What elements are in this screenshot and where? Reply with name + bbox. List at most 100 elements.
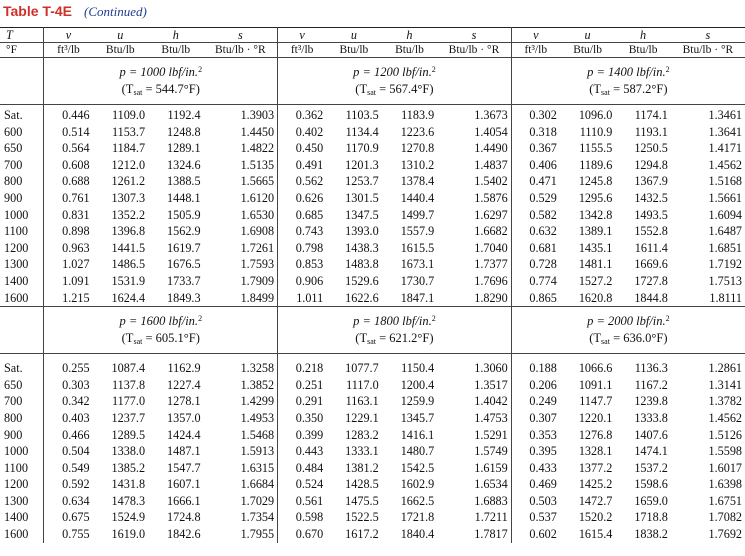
header-s-unit: Btu/lb · °R xyxy=(682,44,734,56)
s-cell: 1.7261 xyxy=(240,240,275,255)
header-h-unit: Btu/lb xyxy=(161,44,191,56)
h-cell: 1432.5 xyxy=(634,190,668,205)
s-cell: 1.4450 xyxy=(240,124,275,139)
v-cell: 0.367 xyxy=(510,140,560,157)
temperature-cell: 800 xyxy=(4,410,23,425)
s-cell: 1.6315 xyxy=(240,460,275,475)
v-cell: 0.188 xyxy=(510,360,560,377)
table-row: 800 0.688 1261.2 1388.5 1.5665 0.562 1253.7 137… xyxy=(0,173,745,190)
pressure-value: p = 2000 lbf/in. xyxy=(587,314,666,329)
v-cell: 0.798 xyxy=(277,239,327,257)
table-row: 1300 0.634 1478.3 1666.1 1.7029 0.561 1475.5 16… xyxy=(0,492,745,510)
v-cell: 0.446 xyxy=(43,107,93,124)
s-cell: 1.4054 xyxy=(474,124,508,139)
v-cell: 0.602 xyxy=(510,526,560,543)
u-cell: 1220.1 xyxy=(578,410,613,425)
v-cell: 0.484 xyxy=(277,459,327,477)
u-cell: 1253.7 xyxy=(345,174,379,189)
header-u-symbol: u xyxy=(350,28,357,42)
v-cell: 0.402 xyxy=(277,123,327,141)
u-cell: 1475.5 xyxy=(345,493,379,508)
table-label: Table T-4E xyxy=(3,3,72,19)
pressure-exponent: 2 xyxy=(431,314,436,324)
s-cell: 1.8290 xyxy=(437,289,512,308)
h-cell: 1223.6 xyxy=(400,124,435,139)
u-cell: 1229.1 xyxy=(345,410,379,425)
tsat-label: (Tsat = 567.4°F) xyxy=(277,81,512,105)
s-cell: 1.4171 xyxy=(708,141,742,156)
pressure-spacer xyxy=(0,58,44,82)
s-cell: 1.5913 xyxy=(240,444,275,459)
s-cell: 1.3060 xyxy=(474,361,508,376)
h-cell: 1838.2 xyxy=(634,527,668,542)
gap-cell xyxy=(43,104,93,107)
v-cell: 0.963 xyxy=(43,239,93,257)
h-cell: 1239.8 xyxy=(634,394,668,409)
h-cell: 1324.6 xyxy=(167,157,201,172)
continued-label: (Continued) xyxy=(83,4,147,19)
u-cell: 1352.2 xyxy=(111,207,146,222)
s-cell: 1.5749 xyxy=(474,444,508,459)
u-cell: 1163.1 xyxy=(345,394,379,409)
table-row: 650 0.564 1184.7 1289.1 1.4822 0.450 1170.9 127… xyxy=(0,140,745,157)
h-cell: 1440.4 xyxy=(400,190,435,205)
tsat-prefix: (T xyxy=(355,82,368,96)
u-cell: 1619.0 xyxy=(111,527,146,542)
s-cell: 1.3517 xyxy=(474,377,508,392)
s-cell: 1.5468 xyxy=(240,427,275,442)
table-row: 900 0.466 1289.5 1424.4 1.5468 0.399 1283.2 141… xyxy=(0,426,745,444)
pressure-value: p = 1800 lbf/in. xyxy=(353,314,432,329)
s-cell: 1.7593 xyxy=(240,257,275,272)
v-cell: 0.537 xyxy=(510,509,560,527)
pressure-value: p = 1000 lbf/in. xyxy=(119,65,199,79)
h-cell: 1721.8 xyxy=(400,510,435,525)
u-cell: 1177.0 xyxy=(111,394,146,409)
u-cell: 1428.5 xyxy=(345,477,379,492)
u-cell: 1483.8 xyxy=(345,257,379,272)
table-row: 1200 0.592 1431.8 1607.1 1.6684 0.524 1428.5 16… xyxy=(0,476,745,493)
u-cell: 1389.1 xyxy=(578,224,613,239)
pressure-exponent: 2 xyxy=(431,65,436,74)
v-cell: 0.728 xyxy=(510,256,560,273)
s-cell: 1.4562 xyxy=(708,157,742,172)
v-cell: 1.091 xyxy=(43,272,93,290)
h-cell: 1294.8 xyxy=(634,157,668,172)
temperature-cell: 1400 xyxy=(4,273,29,288)
pressure-label: p = 1600 lbf/in.2 xyxy=(43,306,278,331)
h-cell: 1718.8 xyxy=(634,510,668,525)
table-row: Sat. 0.255 1087.4 1162.9 1.3258 0.218 1077.7 11… xyxy=(0,360,745,377)
u-cell: 1295.6 xyxy=(578,190,613,205)
h-cell: 1248.8 xyxy=(167,124,201,139)
s-cell: 1.7192 xyxy=(708,257,742,272)
s-cell: 1.6017 xyxy=(708,460,742,475)
s-cell: 1.6684 xyxy=(240,477,275,492)
tsat-spacer xyxy=(0,330,44,355)
v-cell: 0.399 xyxy=(277,426,327,444)
pressure-exponent: 2 xyxy=(665,314,670,324)
table-row: 1600 1.215 1624.4 1849.3 1.8499 1.011 1622.6 18… xyxy=(0,289,745,308)
tsat-value: = 605.1°F) xyxy=(142,331,200,346)
s-cell: 1.6530 xyxy=(240,207,275,222)
pressure-value: p = 1200 lbf/in. xyxy=(353,65,432,79)
s-cell: 1.3258 xyxy=(240,361,275,376)
table-row: 600 0.514 1153.7 1248.8 1.4450 0.402 1134.4 122… xyxy=(0,123,745,141)
u-cell: 1066.6 xyxy=(578,361,613,376)
h-cell: 1250.5 xyxy=(634,141,668,156)
header-s-unit: Btu/lb · °R xyxy=(448,44,500,56)
superheated-steam-table: T v u h s v u h s v u h s °F ft³/lb Btu/… xyxy=(0,27,745,543)
s-cell: 1.2861 xyxy=(708,361,742,376)
s-cell: 1.3641 xyxy=(708,124,742,139)
v-cell: 0.433 xyxy=(510,459,560,477)
s-cell: 1.5126 xyxy=(708,427,742,442)
v-cell: 0.592 xyxy=(43,476,93,493)
h-cell: 1847.1 xyxy=(381,289,438,308)
header-v-symbol: v xyxy=(277,27,327,43)
tsat-prefix: (T xyxy=(589,82,602,96)
tsat-subscript: sat xyxy=(367,337,376,347)
v-cell: 0.774 xyxy=(510,272,560,290)
v-cell: 0.362 xyxy=(277,107,327,124)
header-h-unit: Btu/lb xyxy=(628,44,658,56)
header-u-unit: Btu/lb xyxy=(339,44,369,56)
tsat-label: (Tsat = 636.0°F) xyxy=(510,330,745,355)
u-cell: 1377.2 xyxy=(578,460,613,475)
